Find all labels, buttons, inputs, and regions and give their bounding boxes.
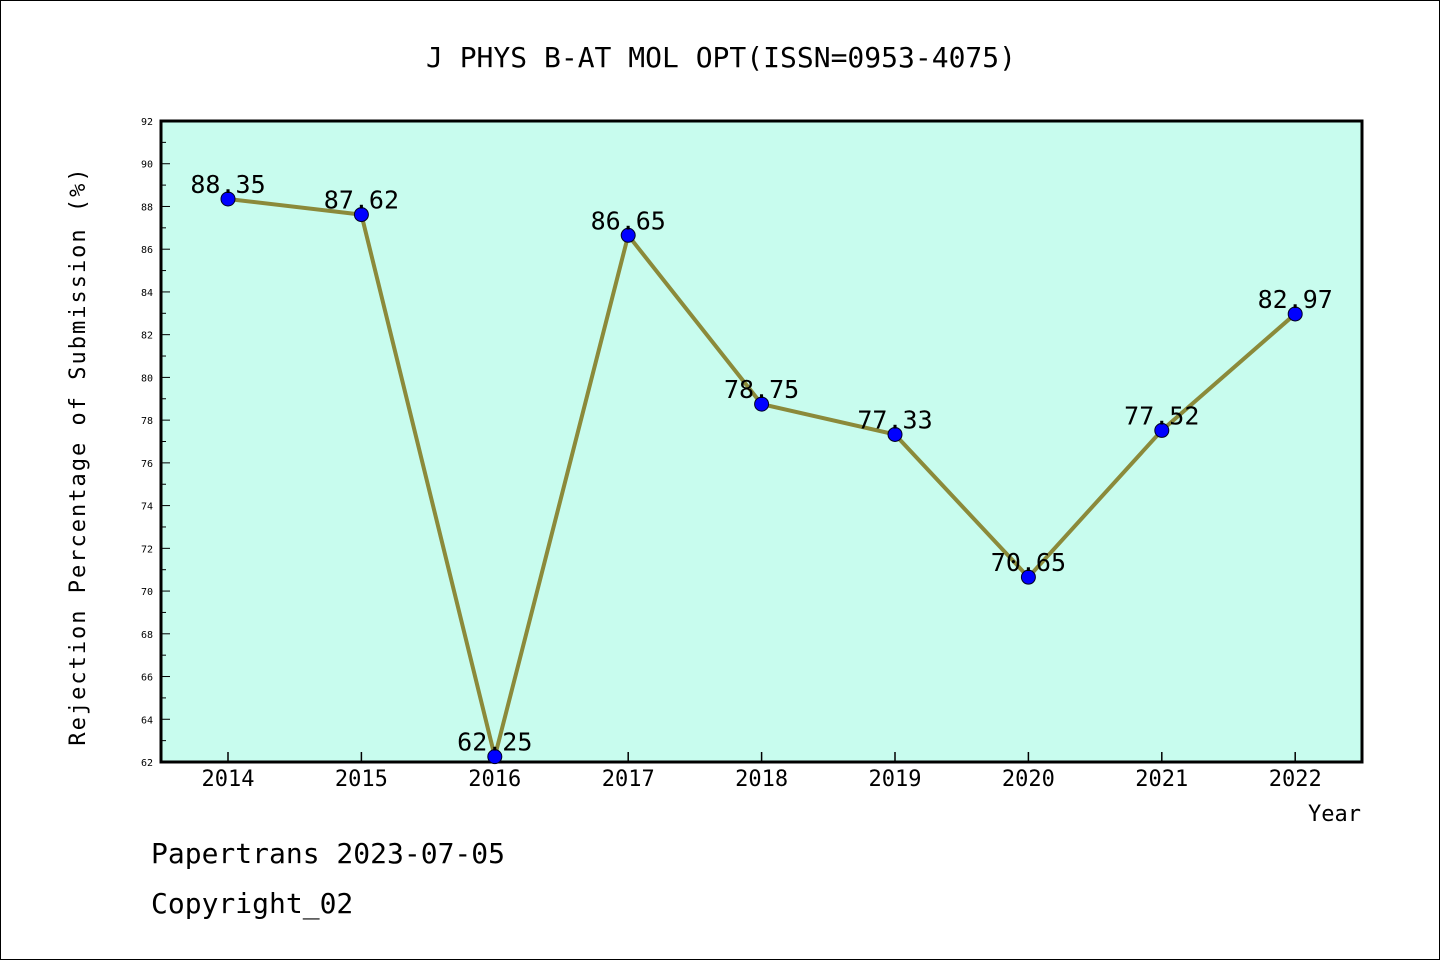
x-tick-label: 2015 [335,767,388,792]
y-tick-label: 86 [141,245,153,256]
x-tick-label: 2016 [468,767,521,792]
y-tick-label: 84 [141,288,153,299]
data-label: 77.33 [857,405,932,434]
data-label: 70.65 [991,548,1066,577]
x-tick-label: 2017 [602,767,655,792]
data-label: 62.25 [457,728,532,757]
plot-area [159,119,1364,764]
footer-copyright: Copyright_02 [151,887,354,920]
y-axis-title: Rejection Percentage of Submission (%) [66,166,91,745]
data-label: 78.75 [724,375,799,404]
data-point [620,227,636,243]
data-label: 87.62 [324,186,399,215]
x-axis: 2014 2015 2016 2017 2018 2019 2020 2021 2022 [202,752,1322,792]
y-tick-label: 76 [141,459,153,470]
footer-date: Papertrans 2023-07-05 [151,837,506,870]
x-axis-title: Year [1308,802,1361,827]
y-tick-label: 88 [141,202,153,213]
y-tick-label: 90 [141,160,153,171]
data-point [1020,569,1036,585]
data-point [754,396,770,412]
chart-title: J PHYS B-AT MOL OPT(ISSN=0953-4075) [426,41,1016,74]
y-tick-label: 66 [141,673,153,684]
x-tick-label: 2019 [869,767,922,792]
y-tick-label: 92 [141,117,153,128]
y-tick-label: 72 [141,544,153,555]
data-point [487,749,503,765]
x-tick-label: 2021 [1135,767,1188,792]
x-tick-label: 2020 [1002,767,1055,792]
x-tick-label: 2014 [202,767,255,792]
y-tick-label: 74 [141,502,153,513]
data-label: 77.52 [1124,401,1199,430]
data-point [220,191,236,207]
x-tick-label: 2018 [735,767,788,792]
data-point [887,426,903,442]
data-point [1287,306,1303,322]
series-rejection [220,191,1303,765]
data-point [353,207,369,223]
data-label: 88.35 [190,170,265,199]
y-tick-label: 64 [141,715,153,726]
y-tick-label: 70 [141,587,153,598]
x-tick-label: 2022 [1269,767,1322,792]
data-labels: 88.35 87.62 62.25 86.65 78.75 77.33 70.65 77.52… [190,170,1332,757]
y-tick-label: 80 [141,373,153,384]
data-label: 86.65 [591,206,666,235]
y-tick-label: 78 [141,416,153,427]
y-tick-label: 62 [141,758,153,769]
y-tick-label: 68 [141,630,153,641]
data-label: 82.97 [1258,285,1333,314]
y-axis: 62 64 66 68 70 72 74 76 78 80 82 84 86 88 90 92 [141,117,170,769]
data-point [1154,422,1170,438]
y-tick-label: 82 [141,331,153,342]
